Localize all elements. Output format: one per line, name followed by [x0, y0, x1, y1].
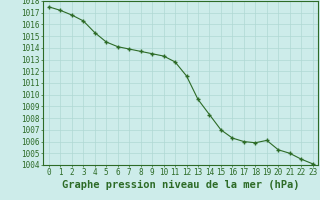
X-axis label: Graphe pression niveau de la mer (hPa): Graphe pression niveau de la mer (hPa) [62, 180, 300, 190]
